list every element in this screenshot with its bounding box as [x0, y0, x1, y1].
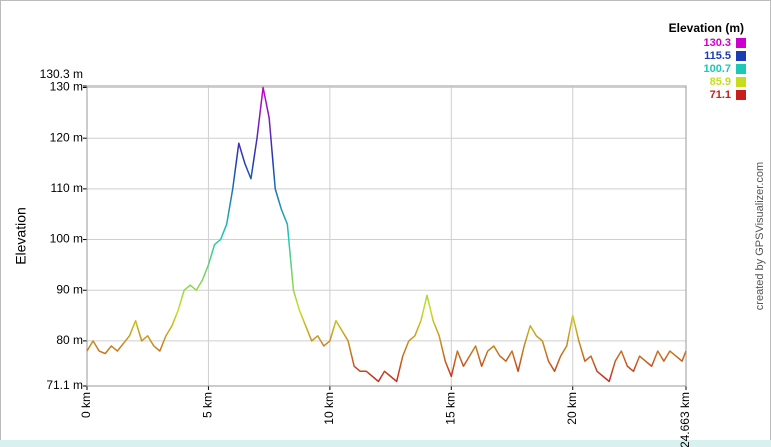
- x-tick-label: 20 km: [565, 392, 579, 425]
- legend-swatch: [736, 90, 746, 100]
- legend-swatch: [736, 64, 746, 74]
- y-tick-label: 71.1 m: [46, 378, 83, 392]
- y-axis-label: Elevation: [13, 207, 29, 265]
- y-tick-label: 90 m: [56, 282, 83, 296]
- legend-swatch: [736, 51, 746, 61]
- legend-swatch: [736, 38, 746, 48]
- y-tick-label: 110 m: [51, 181, 83, 195]
- credit: created by GPSVisualizer.com: [754, 162, 766, 310]
- bottom-strip: [0, 440, 771, 447]
- legend-label: 71.1: [710, 89, 731, 101]
- legend-title: Elevation (m): [669, 21, 744, 35]
- y-tick-label: 80 m: [56, 333, 83, 347]
- x-tick-label: 15 km: [443, 392, 457, 425]
- y-tick-label: 120 m: [50, 130, 83, 144]
- legend-swatch: [736, 77, 746, 87]
- legend-label: 130.3: [703, 37, 731, 49]
- legend-label: 100.7: [703, 63, 731, 75]
- x-tick-label: 0 km: [79, 392, 93, 418]
- y-tick-label: 130.3 m: [40, 67, 83, 81]
- plot-border: [86, 85, 687, 387]
- x-tick-label: 10 km: [322, 392, 336, 425]
- legend-label: 115.5: [704, 50, 731, 62]
- legend-label: 85.9: [710, 76, 731, 88]
- x-tick-label: 5 km: [201, 392, 215, 418]
- y-tick-label: 100 m: [50, 232, 83, 246]
- y-tick-label: 130 m: [50, 80, 83, 94]
- x-tick-label: 24.663 km: [678, 392, 692, 447]
- elevation-line: [86, 86, 687, 383]
